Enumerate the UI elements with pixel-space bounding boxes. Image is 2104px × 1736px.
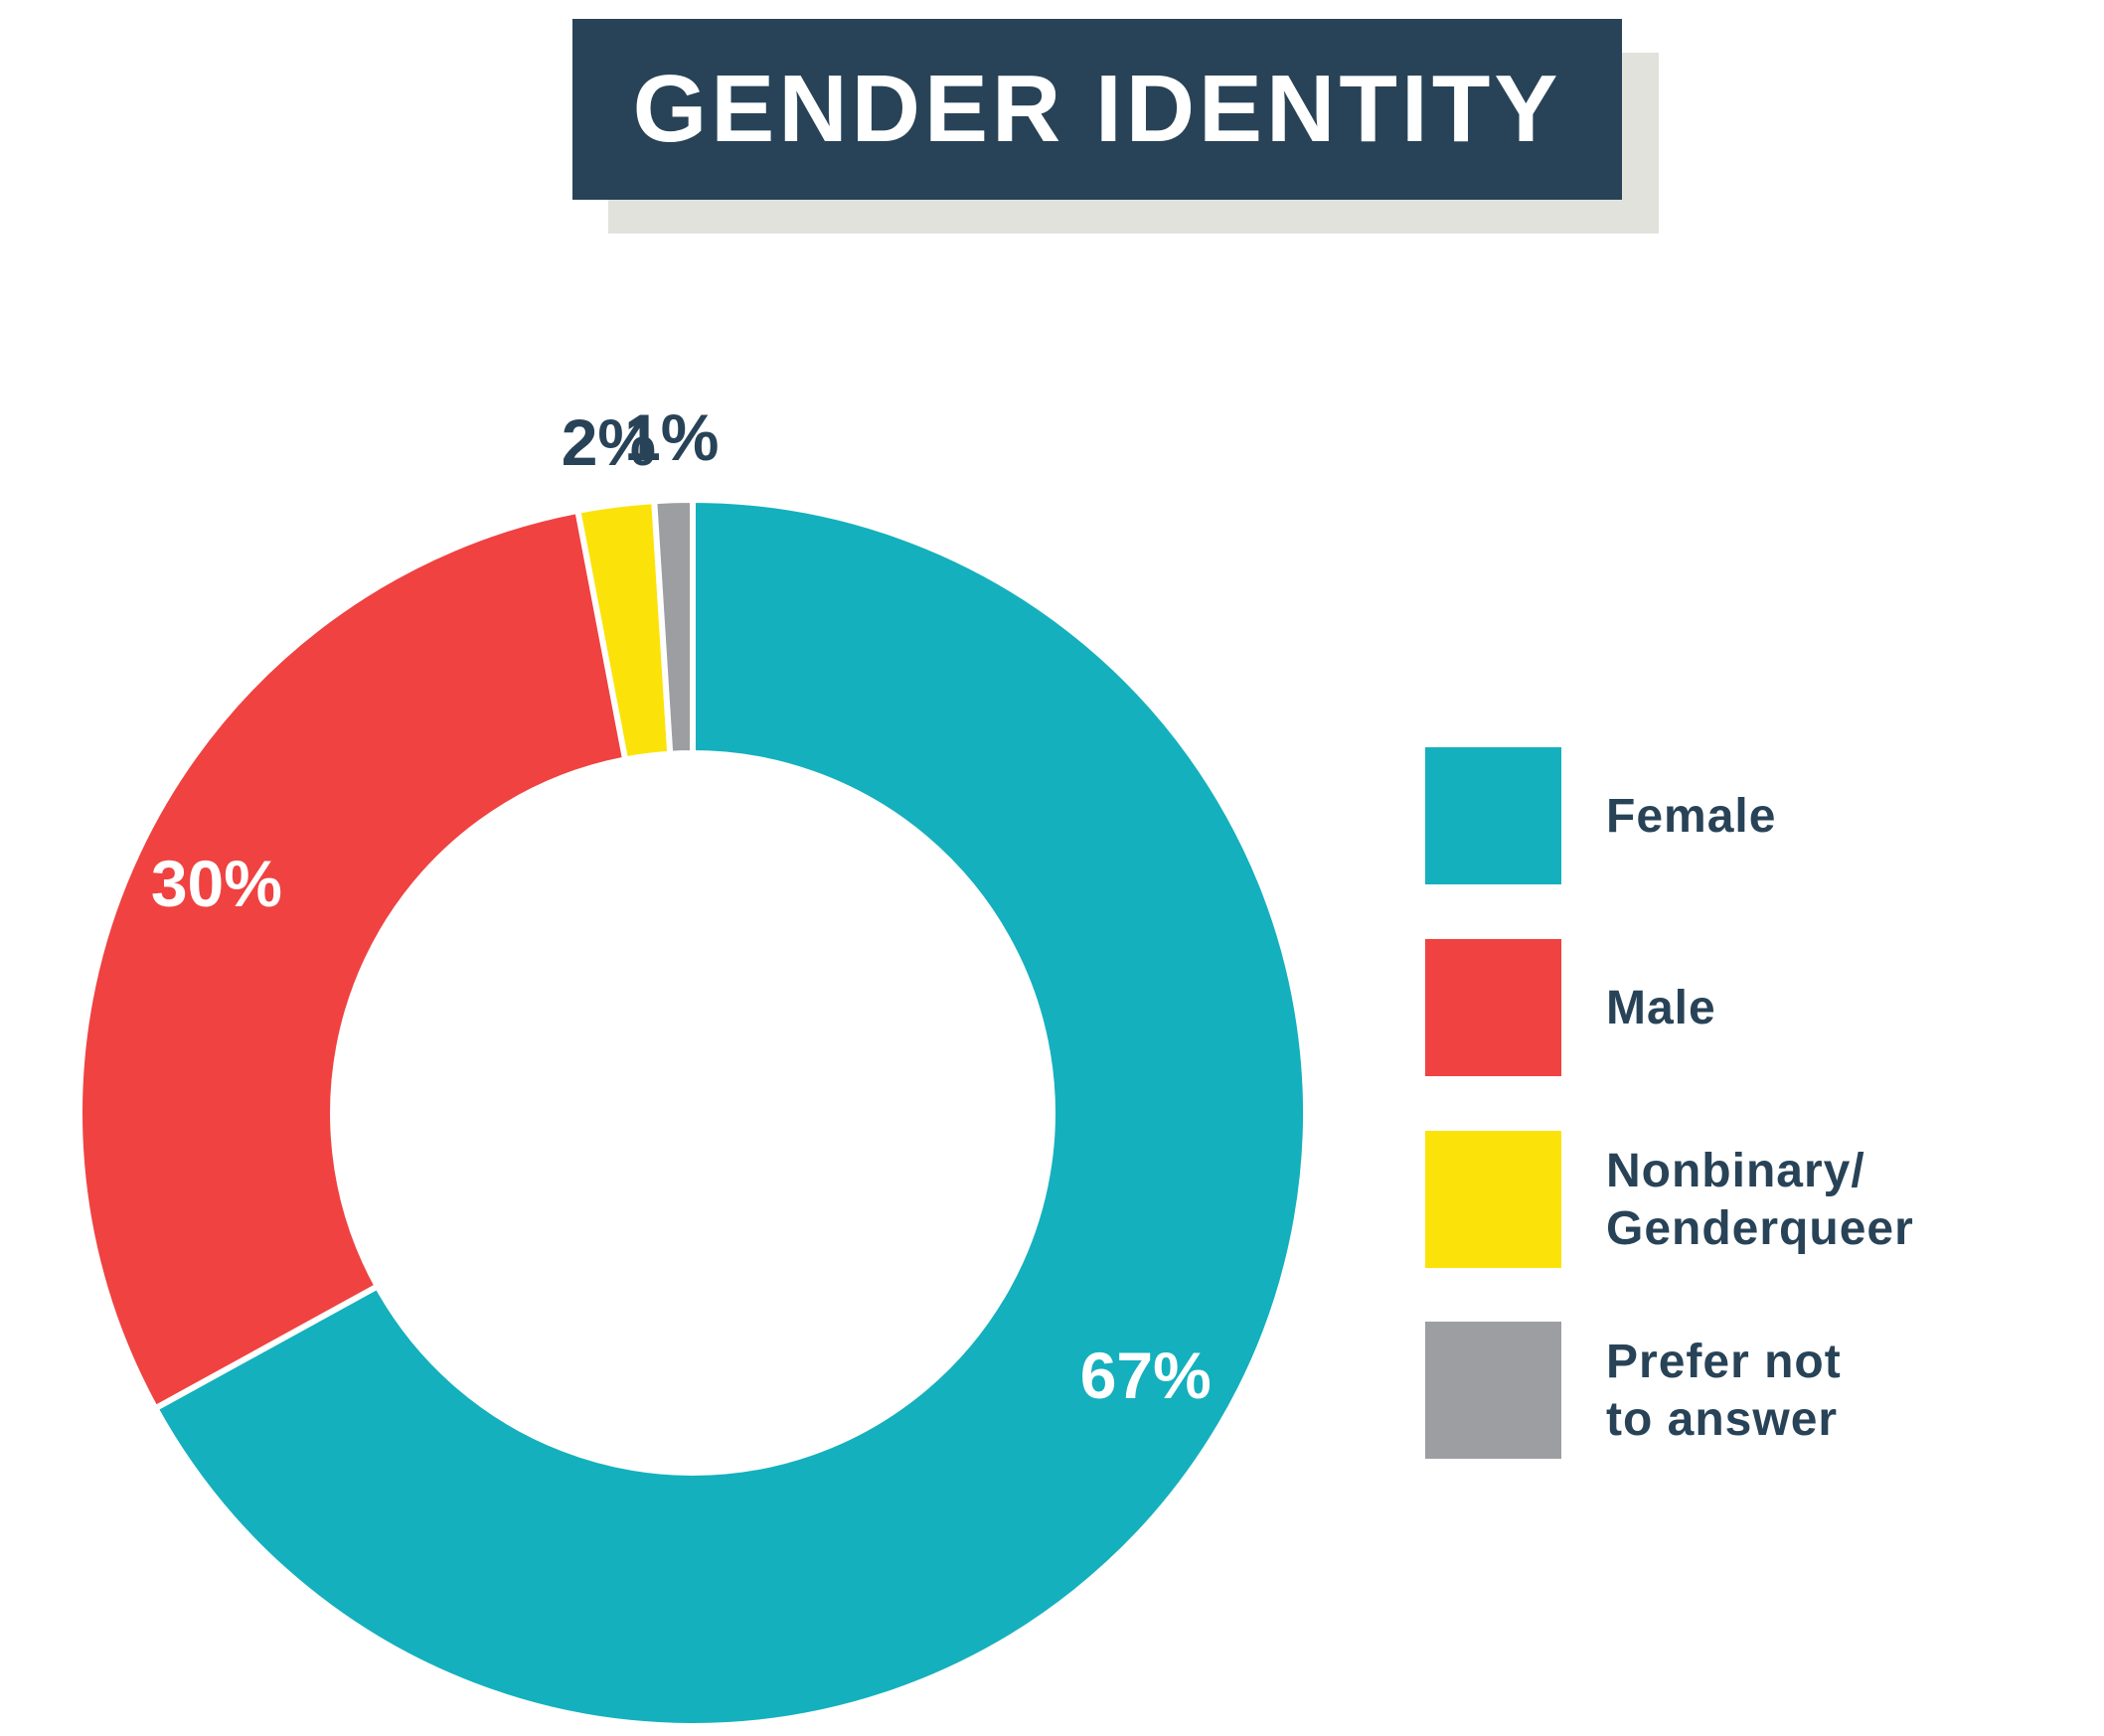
- title-banner: GENDER IDENTITY: [572, 19, 1659, 235]
- legend-label-nonbinary: Nonbinary/ Genderqueer: [1606, 1145, 1914, 1255]
- data-label-male: 30%: [151, 847, 282, 920]
- legend-item-nonbinary: Nonbinary/ Genderqueer: [1425, 1131, 2101, 1270]
- donut-slice-female: [151, 496, 1310, 1729]
- data-label-prefer-not: 1%: [624, 400, 719, 474]
- legend-swatch-prefer-not: [1425, 1322, 1561, 1459]
- legend-label-prefer-not: Prefer not to answer: [1606, 1336, 1842, 1446]
- donut-slice-prefer-not: [651, 496, 696, 757]
- legend-item-male: Male: [1425, 939, 2101, 1078]
- legend-label-female: Female: [1606, 790, 1777, 843]
- legend-label-male: Male: [1606, 982, 1716, 1034]
- legend-item-prefer-not: Prefer not to answer: [1425, 1322, 2101, 1461]
- donut-chart: 67% 30% 2%1%: [77, 400, 1310, 1729]
- data-label-nonbinary: 2%: [562, 405, 656, 479]
- chart-title: GENDER IDENTITY: [632, 56, 1562, 162]
- legend-item-female: Female: [1425, 747, 2101, 886]
- title-box: GENDER IDENTITY: [572, 19, 1622, 200]
- donut-slice-male: [77, 507, 629, 1413]
- legend-swatch-male: [1425, 939, 1561, 1076]
- legend-swatch-nonbinary: [1425, 1131, 1561, 1268]
- data-label-female: 67%: [1080, 1339, 1212, 1412]
- legend-swatch-female: [1425, 747, 1561, 884]
